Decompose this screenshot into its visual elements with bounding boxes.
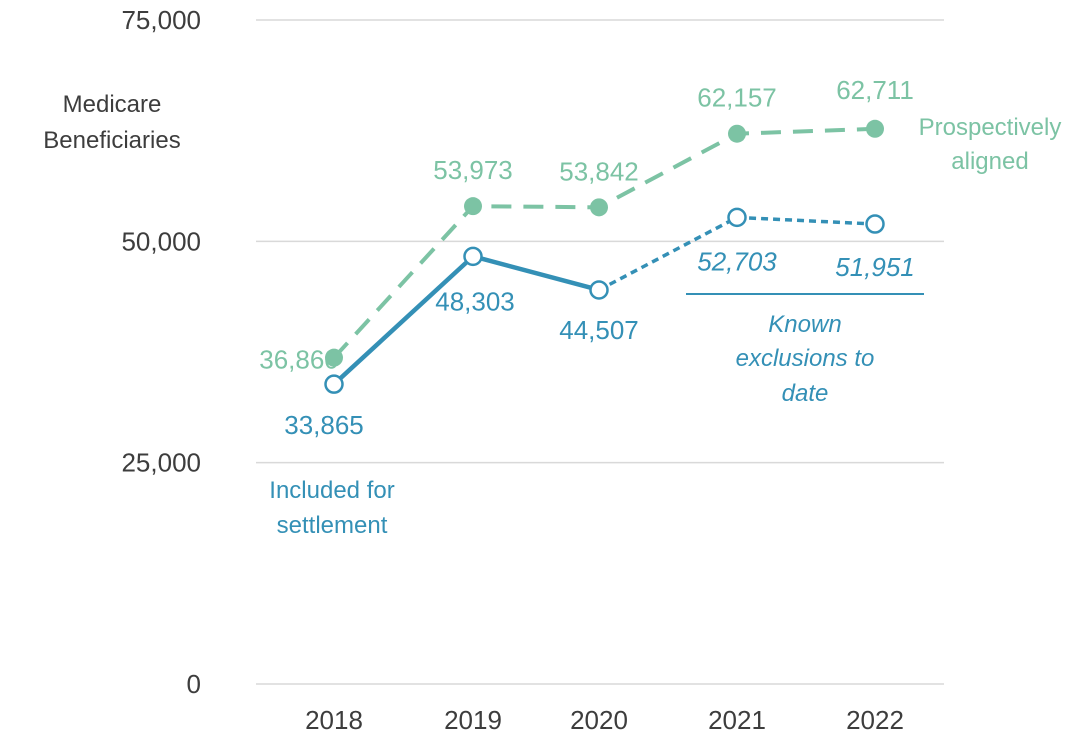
data-label-prospective: 53,973: [433, 155, 513, 185]
y-axis-ticks: 0 25,000 50,000 75,000: [121, 5, 201, 699]
series-label-prospective-line-1: Prospectively: [919, 114, 1062, 141]
known-exclusions-line-1: Known: [768, 311, 841, 338]
marker-included: [589, 280, 609, 300]
series-markers: [324, 119, 885, 394]
marker-prospective: [866, 119, 884, 138]
x-tick-label: 2020: [570, 705, 628, 734]
y-tick-label: 50,000: [121, 226, 201, 256]
data-label-prospective: 62,711: [836, 75, 914, 105]
y-axis-label-line-2: Beneficiaries: [43, 127, 180, 154]
marker-included: [727, 207, 747, 228]
data-label-included: 44,507: [559, 315, 639, 345]
marker-prospective: [464, 197, 482, 216]
marker-prospective: [590, 198, 608, 217]
y-tick-label: 75,000: [121, 5, 201, 35]
data-label-prospective: 53,842: [559, 156, 639, 186]
data-label-included: 33,865: [284, 410, 364, 440]
marker-included: [463, 246, 483, 267]
marker-included: [865, 214, 885, 234]
series-line-included-dotted: [598, 215, 876, 292]
series-label-included-line-1: Included for: [269, 477, 394, 504]
marker-included: [324, 374, 344, 394]
y-tick-label: 25,000: [121, 448, 201, 478]
known-exclusions-line-2: exclusions to: [736, 345, 875, 372]
x-tick-label: 2021: [708, 705, 766, 734]
x-tick-label: 2019: [444, 705, 502, 734]
x-tick-label: 2018: [305, 705, 363, 734]
data-label-prospective: 62,157: [697, 83, 777, 113]
x-tick-label: 2022: [846, 705, 904, 734]
data-label-included: 52,703: [697, 246, 777, 276]
known-exclusions-line-3: date: [782, 380, 829, 407]
data-labels: 36,860 53,973 53,842 62,157 62,711 33,865 48,3…: [259, 75, 915, 440]
data-label-prospective: 36,860: [259, 345, 339, 375]
marker-prospective: [728, 124, 746, 143]
marker-prospective: [325, 348, 343, 367]
x-axis-ticks: 2018 2019 2020 2021 2022: [305, 705, 904, 734]
data-label-included: 51,951: [835, 252, 915, 282]
data-label-included: 48,303: [435, 286, 515, 316]
y-axis-label-line-1: Medicare: [63, 91, 162, 118]
y-tick-label: 0: [187, 669, 201, 699]
series-label-included-line-2: settlement: [277, 512, 388, 539]
series-label-prospective-line-2: aligned: [951, 148, 1028, 175]
gridlines: [256, 19, 944, 685]
